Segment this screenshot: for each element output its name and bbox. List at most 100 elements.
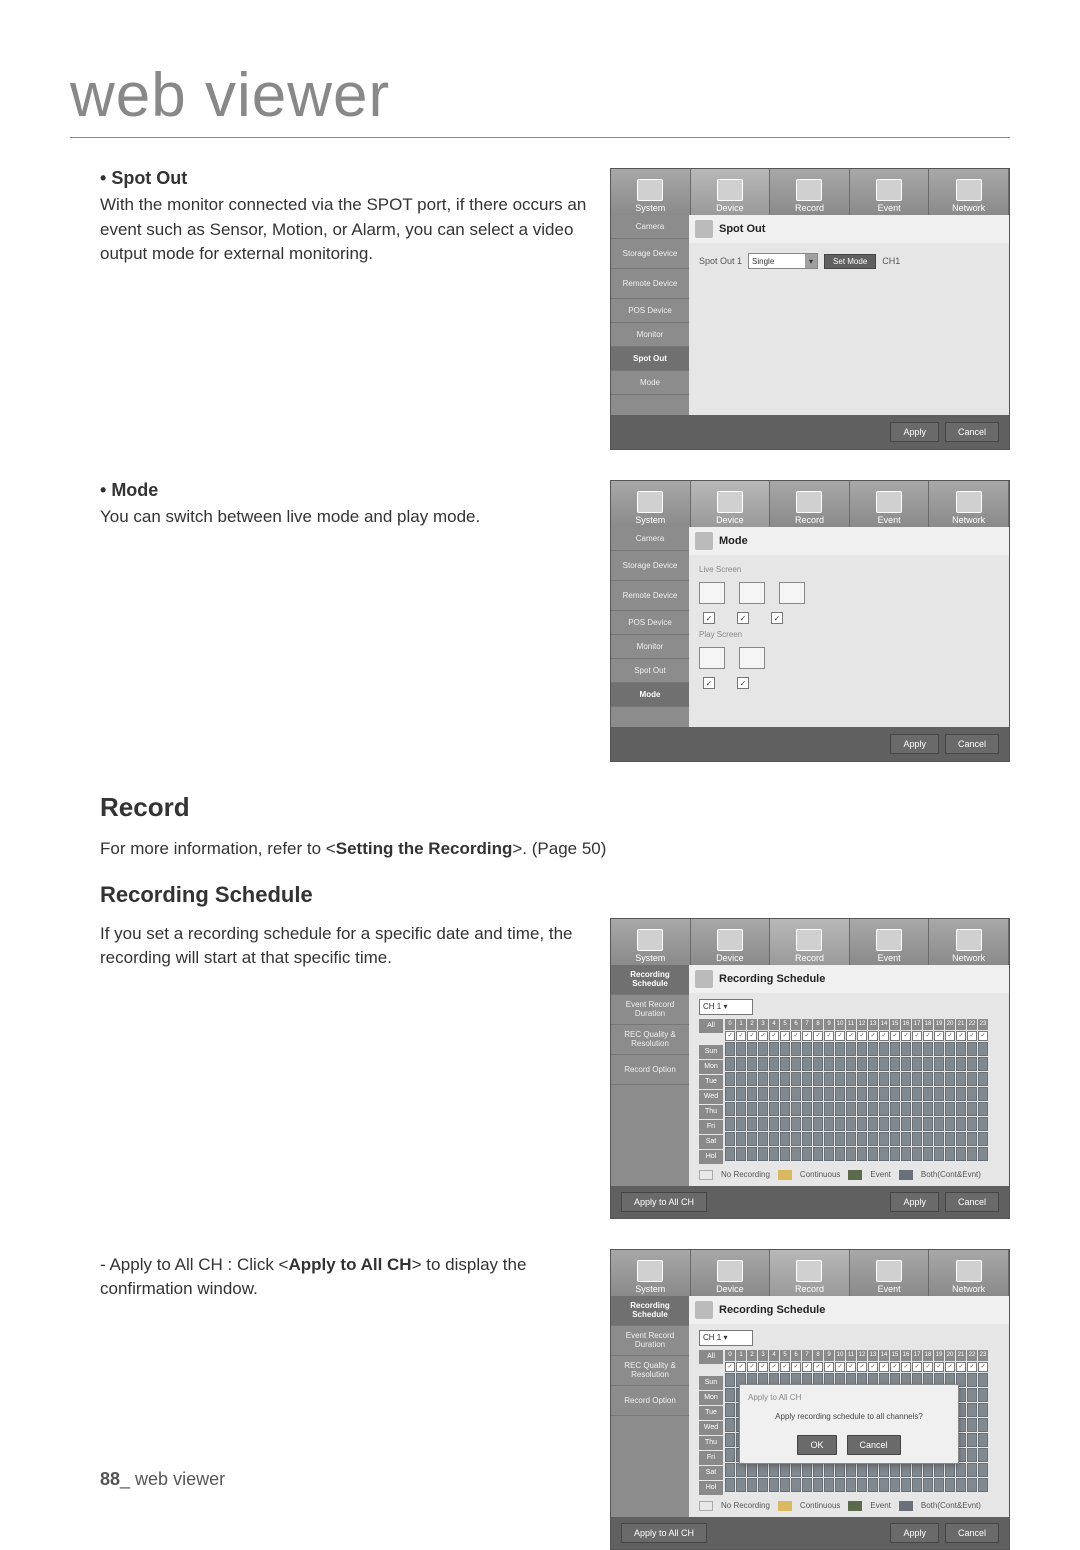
sidebar-item[interactable]: REC Quality & Resolution: [611, 1356, 689, 1386]
day-label[interactable]: Hol: [699, 1150, 723, 1164]
schedule-cell[interactable]: [747, 1102, 757, 1116]
schedule-cell[interactable]: [791, 1132, 801, 1146]
schedule-cell[interactable]: [967, 1418, 977, 1432]
schedule-cell[interactable]: [758, 1087, 768, 1101]
schedule-cell[interactable]: [890, 1057, 900, 1071]
schedule-cell[interactable]: [923, 1132, 933, 1146]
schedule-cell[interactable]: [802, 1463, 812, 1477]
schedule-cell[interactable]: [813, 1463, 823, 1477]
schedule-cell[interactable]: [967, 1433, 977, 1447]
tab-device[interactable]: Device: [691, 1250, 771, 1296]
schedule-cell[interactable]: [758, 1463, 768, 1477]
schedule-cell[interactable]: [813, 1042, 823, 1056]
hour-checkbox[interactable]: ✓: [758, 1362, 768, 1372]
schedule-cell[interactable]: [934, 1463, 944, 1477]
schedule-cell[interactable]: [868, 1147, 878, 1161]
hour-checkbox[interactable]: ✓: [802, 1031, 812, 1041]
schedule-cell[interactable]: [923, 1087, 933, 1101]
schedule-cell[interactable]: [846, 1087, 856, 1101]
schedule-cell[interactable]: [813, 1102, 823, 1116]
sidebar-item-mode[interactable]: Mode: [611, 371, 689, 395]
schedule-cell[interactable]: [769, 1147, 779, 1161]
schedule-cell[interactable]: [769, 1478, 779, 1492]
schedule-cell[interactable]: [956, 1132, 966, 1146]
apply-button[interactable]: Apply: [890, 1192, 939, 1212]
schedule-cell[interactable]: [978, 1463, 988, 1477]
tab-system[interactable]: System: [611, 481, 691, 527]
schedule-cell[interactable]: [846, 1072, 856, 1086]
schedule-cell[interactable]: [857, 1102, 867, 1116]
schedule-cell[interactable]: [824, 1072, 834, 1086]
hour-checkbox[interactable]: ✓: [934, 1031, 944, 1041]
schedule-cell[interactable]: [978, 1388, 988, 1402]
schedule-cell[interactable]: [879, 1463, 889, 1477]
schedule-cell[interactable]: [725, 1132, 735, 1146]
cancel-button[interactable]: Cancel: [945, 422, 999, 442]
schedule-cell[interactable]: [934, 1087, 944, 1101]
schedule-cell[interactable]: [835, 1147, 845, 1161]
schedule-cell[interactable]: [835, 1132, 845, 1146]
schedule-cell[interactable]: [956, 1117, 966, 1131]
day-label[interactable]: Hol: [699, 1481, 723, 1495]
day-label[interactable]: Mon: [699, 1060, 723, 1074]
schedule-cell[interactable]: [923, 1463, 933, 1477]
hour-checkbox[interactable]: ✓: [835, 1031, 845, 1041]
play-checkbox-2[interactable]: ✓: [737, 677, 749, 689]
schedule-cell[interactable]: [791, 1057, 801, 1071]
schedule-cell[interactable]: [725, 1147, 735, 1161]
schedule-cell[interactable]: [901, 1463, 911, 1477]
schedule-cell[interactable]: [967, 1147, 977, 1161]
schedule-cell[interactable]: [879, 1132, 889, 1146]
schedule-cell[interactable]: [824, 1117, 834, 1131]
schedule-cell[interactable]: [934, 1132, 944, 1146]
schedule-cell[interactable]: [846, 1147, 856, 1161]
sidebar-item-remote[interactable]: Remote Device: [611, 581, 689, 611]
schedule-cell[interactable]: [824, 1087, 834, 1101]
schedule-cell[interactable]: [846, 1132, 856, 1146]
schedule-cell[interactable]: [967, 1057, 977, 1071]
schedule-cell[interactable]: [934, 1072, 944, 1086]
schedule-cell[interactable]: [725, 1433, 735, 1447]
schedule-cell[interactable]: [758, 1057, 768, 1071]
schedule-cell[interactable]: [846, 1478, 856, 1492]
schedule-cell[interactable]: [868, 1087, 878, 1101]
schedule-cell[interactable]: [912, 1117, 922, 1131]
ok-button[interactable]: OK: [797, 1435, 836, 1455]
schedule-cell[interactable]: [978, 1102, 988, 1116]
day-label[interactable]: Thu: [699, 1436, 723, 1450]
schedule-cell[interactable]: [967, 1072, 977, 1086]
schedule-cell[interactable]: [835, 1072, 845, 1086]
schedule-cell[interactable]: [956, 1463, 966, 1477]
schedule-cell[interactable]: [945, 1057, 955, 1071]
cancel-button[interactable]: Cancel: [945, 1192, 999, 1212]
tab-event[interactable]: Event: [850, 481, 930, 527]
schedule-cell[interactable]: [857, 1117, 867, 1131]
schedule-cell[interactable]: [868, 1463, 878, 1477]
schedule-cell[interactable]: [912, 1478, 922, 1492]
day-label[interactable]: Sat: [699, 1135, 723, 1149]
cancel-button[interactable]: Cancel: [847, 1435, 901, 1455]
day-label-all[interactable]: All: [699, 1350, 723, 1364]
sidebar-item[interactable]: Event Record Duration: [611, 1326, 689, 1356]
hour-checkbox[interactable]: ✓: [978, 1362, 988, 1372]
schedule-cell[interactable]: [912, 1147, 922, 1161]
sidebar-item-camera[interactable]: Camera: [611, 527, 689, 551]
schedule-cell[interactable]: [736, 1132, 746, 1146]
schedule-cell[interactable]: [769, 1072, 779, 1086]
schedule-cell[interactable]: [824, 1147, 834, 1161]
schedule-cell[interactable]: [868, 1102, 878, 1116]
schedule-cell[interactable]: [912, 1087, 922, 1101]
schedule-cell[interactable]: [857, 1072, 867, 1086]
schedule-cell[interactable]: [824, 1132, 834, 1146]
sidebar-item[interactable]: Recording Schedule: [611, 1296, 689, 1326]
day-label[interactable]: Sun: [699, 1376, 723, 1390]
hour-checkbox[interactable]: ✓: [747, 1031, 757, 1041]
apply-all-button[interactable]: Apply to All CH: [621, 1523, 707, 1543]
hour-checkbox[interactable]: ✓: [736, 1031, 746, 1041]
apply-all-button[interactable]: Apply to All CH: [621, 1192, 707, 1212]
schedule-cell[interactable]: [923, 1117, 933, 1131]
sidebar-item[interactable]: REC Quality & Resolution: [611, 1025, 689, 1055]
schedule-cell[interactable]: [890, 1102, 900, 1116]
apply-button[interactable]: Apply: [890, 422, 939, 442]
hour-checkbox[interactable]: ✓: [890, 1362, 900, 1372]
